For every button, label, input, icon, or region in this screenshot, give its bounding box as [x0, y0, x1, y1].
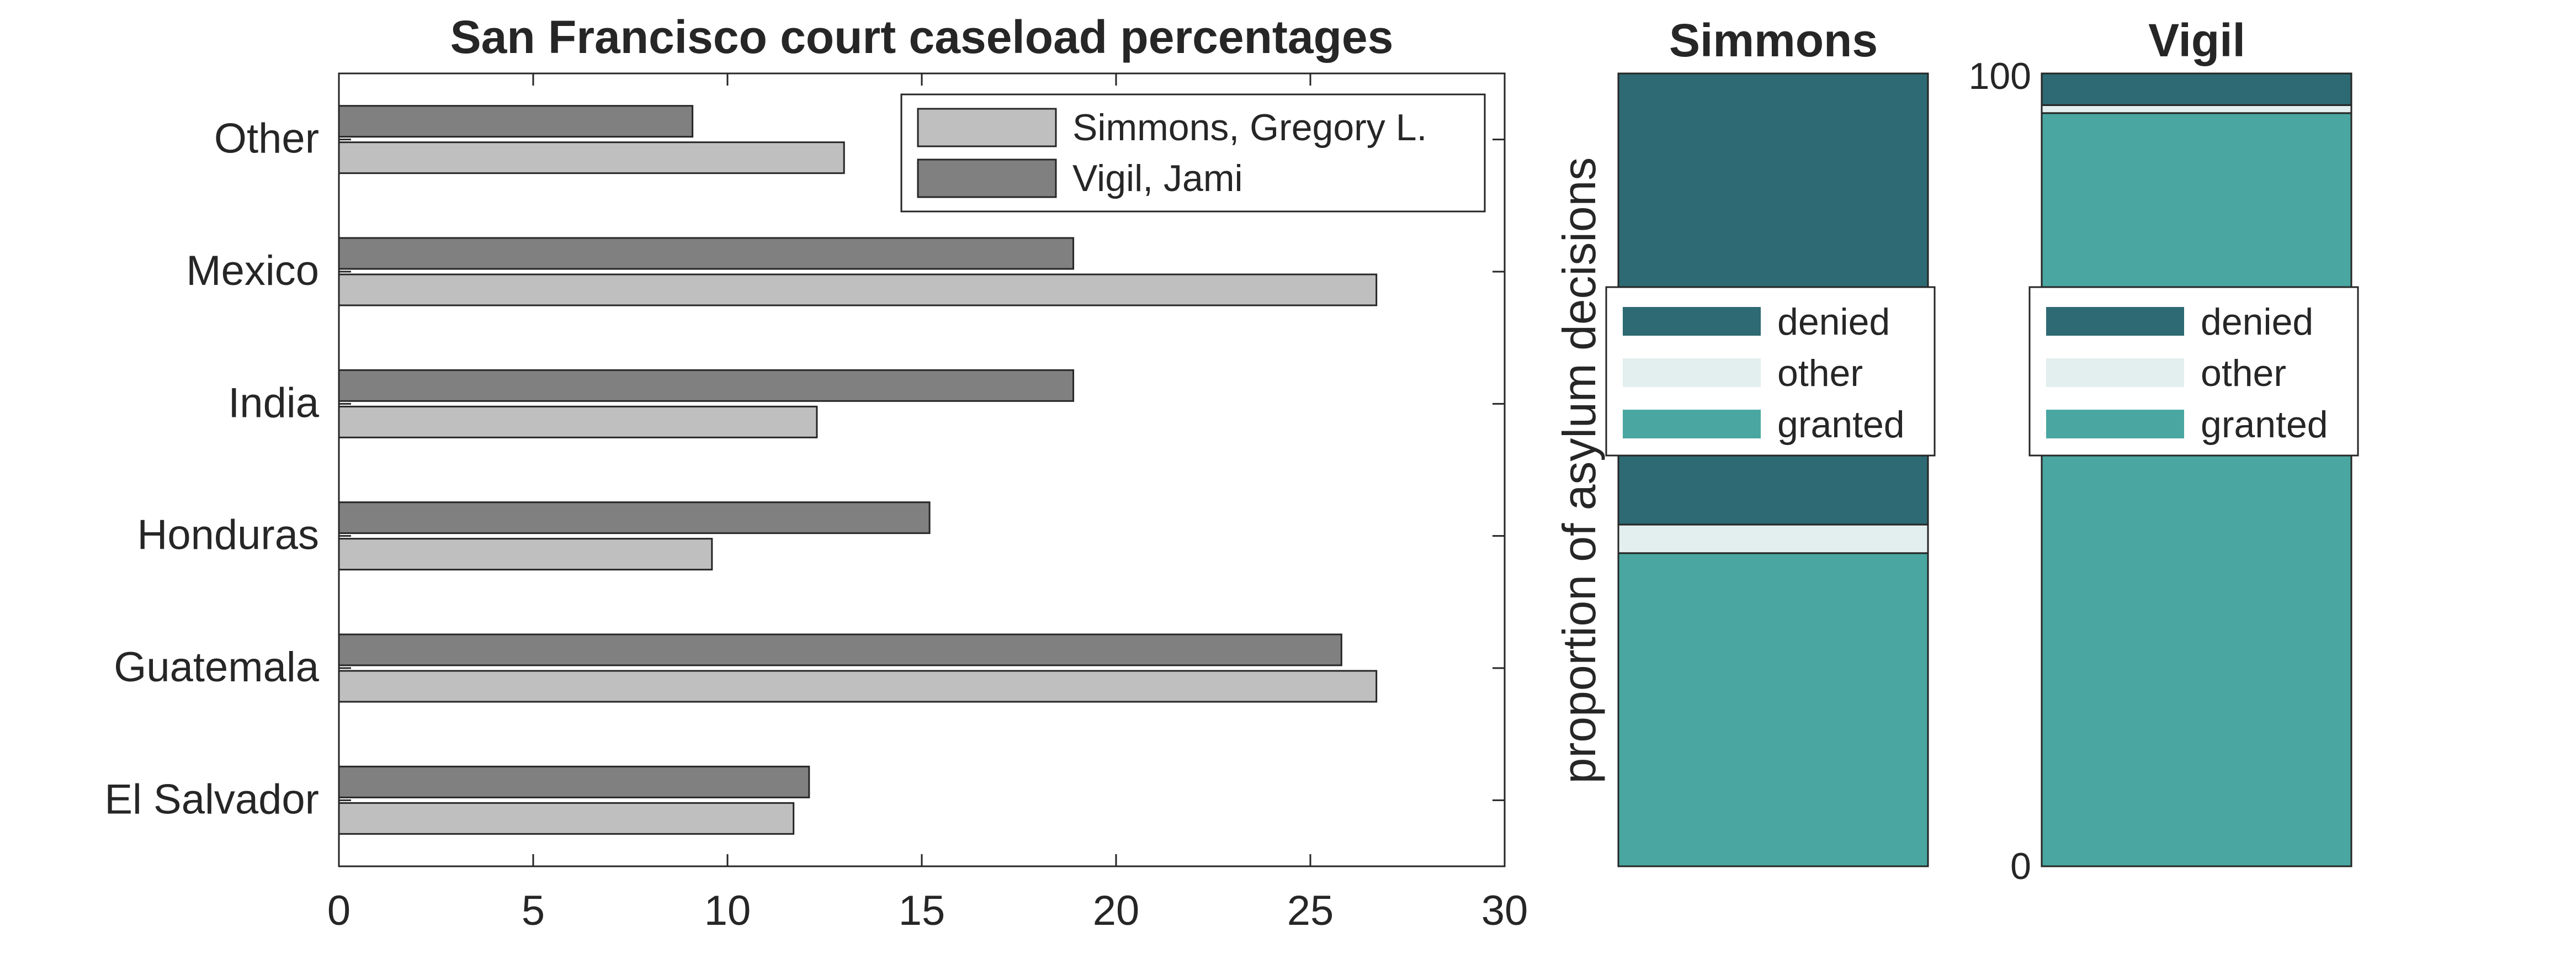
bar-vigil-jami-other — [338, 105, 694, 138]
x-tick-label-4: 20 — [1093, 887, 1140, 934]
bar-simmons-gregory-l-honduras — [338, 538, 713, 571]
legend-label-vigil: Vigil, Jami — [1072, 157, 1243, 199]
caseload-bars — [338, 105, 1378, 835]
x-tick-label-6: 30 — [1481, 887, 1528, 934]
category-label-honduras: Honduras — [137, 512, 319, 559]
simmons-stack — [1617, 72, 1929, 867]
caseload-chart: San Francisco court caseload percentages… — [104, 11, 1528, 934]
bar-vigil-jami-india — [338, 369, 1075, 402]
vigil-segment-granted — [2041, 112, 2352, 867]
vigil-legend-swatch-other — [2046, 358, 2184, 387]
simmons-chart-title: Simmons — [1669, 14, 1878, 66]
x-tick-label-2: 10 — [704, 887, 751, 934]
bar-simmons-gregory-l-el-salvador — [338, 802, 795, 835]
simmons-segment-other — [1617, 523, 1929, 554]
simmons-decisions-chart: Simmons proportion of asylum decisions d… — [1553, 14, 1936, 867]
vigil-segment-other — [2041, 104, 2352, 114]
caseload-legend: Simmons, Gregory L. Vigil, Jami — [900, 93, 1486, 213]
legend-label-simmons: Simmons, Gregory L. — [1072, 107, 1427, 149]
caseload-chart-title: San Francisco court caseload percentages — [450, 11, 1394, 63]
vigil-legend-swatch-denied — [2046, 307, 2184, 336]
simmons-legend-swatch-granted — [1623, 410, 1761, 438]
category-label-el-salvador: El Salvador — [104, 776, 319, 823]
category-label-other: Other — [214, 115, 319, 162]
legend-swatch-simmons — [917, 108, 1057, 147]
vigil-legend: denied other granted — [2028, 286, 2359, 457]
category-label-india: India — [228, 379, 320, 426]
simmons-legend-label-other: other — [1777, 352, 1863, 394]
vigil-legend-label-other: other — [2201, 352, 2286, 394]
simmons-legend-label-granted: granted — [1777, 404, 1905, 446]
vigil-y-tick-bottom: 0 — [2010, 845, 2031, 887]
caseload-tick-marks — [338, 73, 1506, 866]
x-tick-label-3: 15 — [899, 887, 946, 934]
vigil-y-tick-top: 100 — [1969, 55, 2031, 97]
vigil-legend-swatch-granted — [2046, 410, 2184, 438]
vigil-legend-label-denied: denied — [2201, 301, 2313, 343]
simmons-legend-label-denied: denied — [1777, 301, 1890, 343]
bar-vigil-jami-guatemala — [338, 633, 1342, 666]
simmons-y-axis-label: proportion of asylum decisions — [1553, 157, 1605, 784]
x-tick-label-5: 25 — [1287, 887, 1334, 934]
simmons-legend-swatch-denied — [1623, 307, 1761, 336]
vigil-decisions-chart: Vigil 100 0 denied other granted — [1969, 14, 2359, 887]
x-tick-label-0: 0 — [327, 887, 350, 934]
simmons-segment-granted — [1617, 552, 1929, 867]
bar-simmons-gregory-l-other — [338, 141, 845, 174]
bar-simmons-gregory-l-india — [338, 405, 818, 438]
bar-simmons-gregory-l-mexico — [338, 273, 1378, 306]
vigil-legend-label-granted: granted — [2201, 404, 2328, 446]
simmons-legend: denied other granted — [1605, 286, 1936, 457]
simmons-legend-swatch-other — [1623, 358, 1761, 387]
legend-swatch-vigil — [917, 158, 1057, 198]
bar-vigil-jami-el-salvador — [338, 765, 810, 798]
category-label-mexico: Mexico — [186, 247, 319, 294]
bar-simmons-gregory-l-guatemala — [338, 670, 1378, 703]
vigil-stack — [2041, 72, 2352, 867]
caseload-category-labels: El Salvador Guatemala Honduras India Mexico O… — [104, 115, 319, 823]
bar-vigil-jami-mexico — [338, 237, 1075, 270]
category-label-guatemala: Guatemala — [114, 644, 319, 691]
bar-vigil-jami-honduras — [338, 501, 931, 534]
vigil-chart-title: Vigil — [2148, 14, 2245, 66]
caseload-x-tick-labels: 0 5 10 15 20 25 30 — [327, 887, 1528, 934]
x-tick-label-1: 5 — [522, 887, 545, 934]
vigil-segment-denied — [2041, 72, 2352, 106]
